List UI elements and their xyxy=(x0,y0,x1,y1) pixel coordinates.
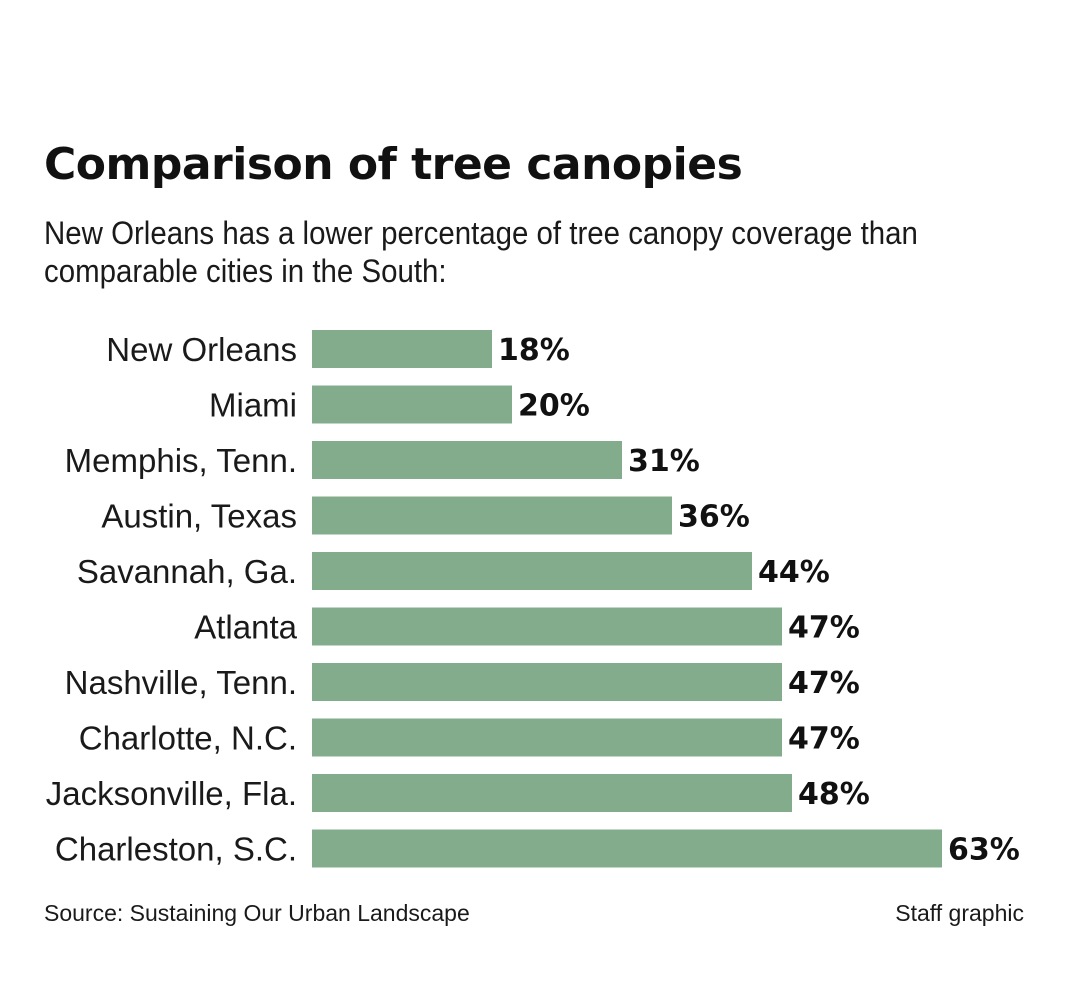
chart-subtitle: New Orleans has a lower percentage of tr… xyxy=(44,215,918,289)
category-label: Savannah, Ga. xyxy=(77,553,297,590)
value-label: 48% xyxy=(798,777,870,812)
bar xyxy=(312,552,752,590)
value-label: 47% xyxy=(788,666,860,701)
category-label: Memphis, Tenn. xyxy=(65,442,297,479)
value-label: 36% xyxy=(678,500,750,535)
bar xyxy=(312,385,512,424)
value-label: 20% xyxy=(518,389,590,424)
staff-credit: Staff graphic xyxy=(895,900,1024,926)
value-label: 18% xyxy=(498,333,570,368)
value-label: 31% xyxy=(628,444,700,479)
category-label: Charleston, S.C. xyxy=(55,831,297,868)
bar xyxy=(312,774,792,812)
category-label: Nashville, Tenn. xyxy=(65,664,297,701)
category-label: Miami xyxy=(209,387,297,424)
category-label: New Orleans xyxy=(106,331,297,368)
source-note: Source: Sustaining Our Urban Landscape xyxy=(44,900,470,926)
bar-chart: New Orleans 18% Miami 20% Memphis, Tenn. 31% A… xyxy=(46,330,1020,868)
bar xyxy=(312,330,492,368)
value-label: 47% xyxy=(788,722,860,757)
bar xyxy=(312,718,782,757)
bar xyxy=(312,441,622,479)
value-label: 63% xyxy=(948,833,1020,868)
category-label: Austin, Texas xyxy=(101,498,297,535)
bar xyxy=(312,496,672,535)
category-label: Atlanta xyxy=(194,609,297,646)
bar xyxy=(312,829,942,868)
value-label: 44% xyxy=(758,555,830,590)
value-label: 47% xyxy=(788,611,860,646)
category-label: Charlotte, N.C. xyxy=(79,720,297,757)
bar xyxy=(312,607,782,646)
bar xyxy=(312,663,782,701)
chart-title: Comparison of tree canopies xyxy=(44,139,743,190)
category-label: Jacksonville, Fla. xyxy=(46,775,297,812)
